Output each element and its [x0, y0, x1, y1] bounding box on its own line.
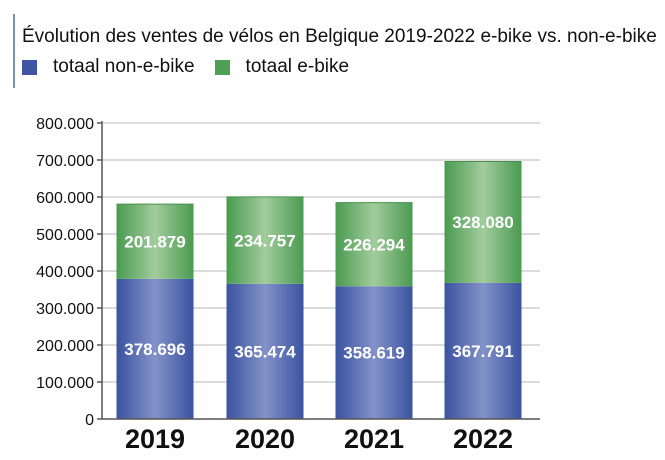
bar-non-ebike-2022 [444, 282, 522, 419]
x-tick-label-2020: 2020 [235, 424, 295, 454]
x-tick-label-2022: 2022 [453, 424, 513, 454]
data-label-non-ebike-2022: 367.791 [452, 342, 513, 361]
legend-swatch-ebike [214, 59, 230, 75]
header-accent-rule [13, 14, 15, 88]
y-tick-label-4: 400.000 [36, 264, 94, 281]
legend-label-non-ebike: totaal non-e-bike [53, 56, 195, 77]
y-tick-label-5: 500.000 [36, 227, 94, 244]
data-label-ebike-2020: 234.757 [234, 231, 295, 250]
bar-ebike-2020 [226, 196, 304, 284]
data-label-ebike-2019: 201.879 [124, 233, 185, 252]
y-tick-label-2: 200.000 [36, 338, 94, 355]
chart-legend: totaal non-e-bike totaal e-bike [22, 56, 369, 78]
y-tick-label-3: 300.000 [36, 301, 94, 318]
data-label-non-ebike-2021: 358.619 [343, 344, 404, 363]
data-label-ebike-2021: 226.294 [343, 235, 405, 254]
y-tick-label-7: 700.000 [36, 153, 94, 170]
bar-non-ebike-2020 [226, 283, 304, 419]
data-label-non-ebike-2020: 365.474 [234, 342, 296, 361]
legend-item-non-ebike: totaal non-e-bike [22, 56, 195, 78]
legend-item-ebike: totaal e-bike [214, 56, 350, 78]
bar-non-ebike-2019 [116, 278, 194, 419]
y-tick-label-1: 100.000 [36, 375, 94, 392]
y-tick-label-0: 0 [85, 412, 94, 429]
bar-ebike-2019 [116, 204, 194, 279]
y-tick-label-8: 800.000 [36, 116, 94, 133]
x-tick-label-2021: 2021 [344, 424, 404, 454]
chart-title: Évolution des ventes de vélos en Belgiqu… [22, 26, 657, 47]
y-tick-label-6: 600.000 [36, 190, 94, 207]
bar-ebike-2021 [335, 202, 413, 287]
data-label-ebike-2022: 328.080 [452, 213, 513, 232]
data-label-non-ebike-2019: 378.696 [124, 340, 185, 359]
bar-ebike-2022 [444, 161, 522, 283]
legend-swatch-non-ebike [22, 59, 37, 75]
legend-label-ebike: totaal e-bike [245, 56, 350, 77]
bar-non-ebike-2021 [335, 286, 413, 419]
x-tick-label-2019: 2019 [125, 424, 185, 454]
